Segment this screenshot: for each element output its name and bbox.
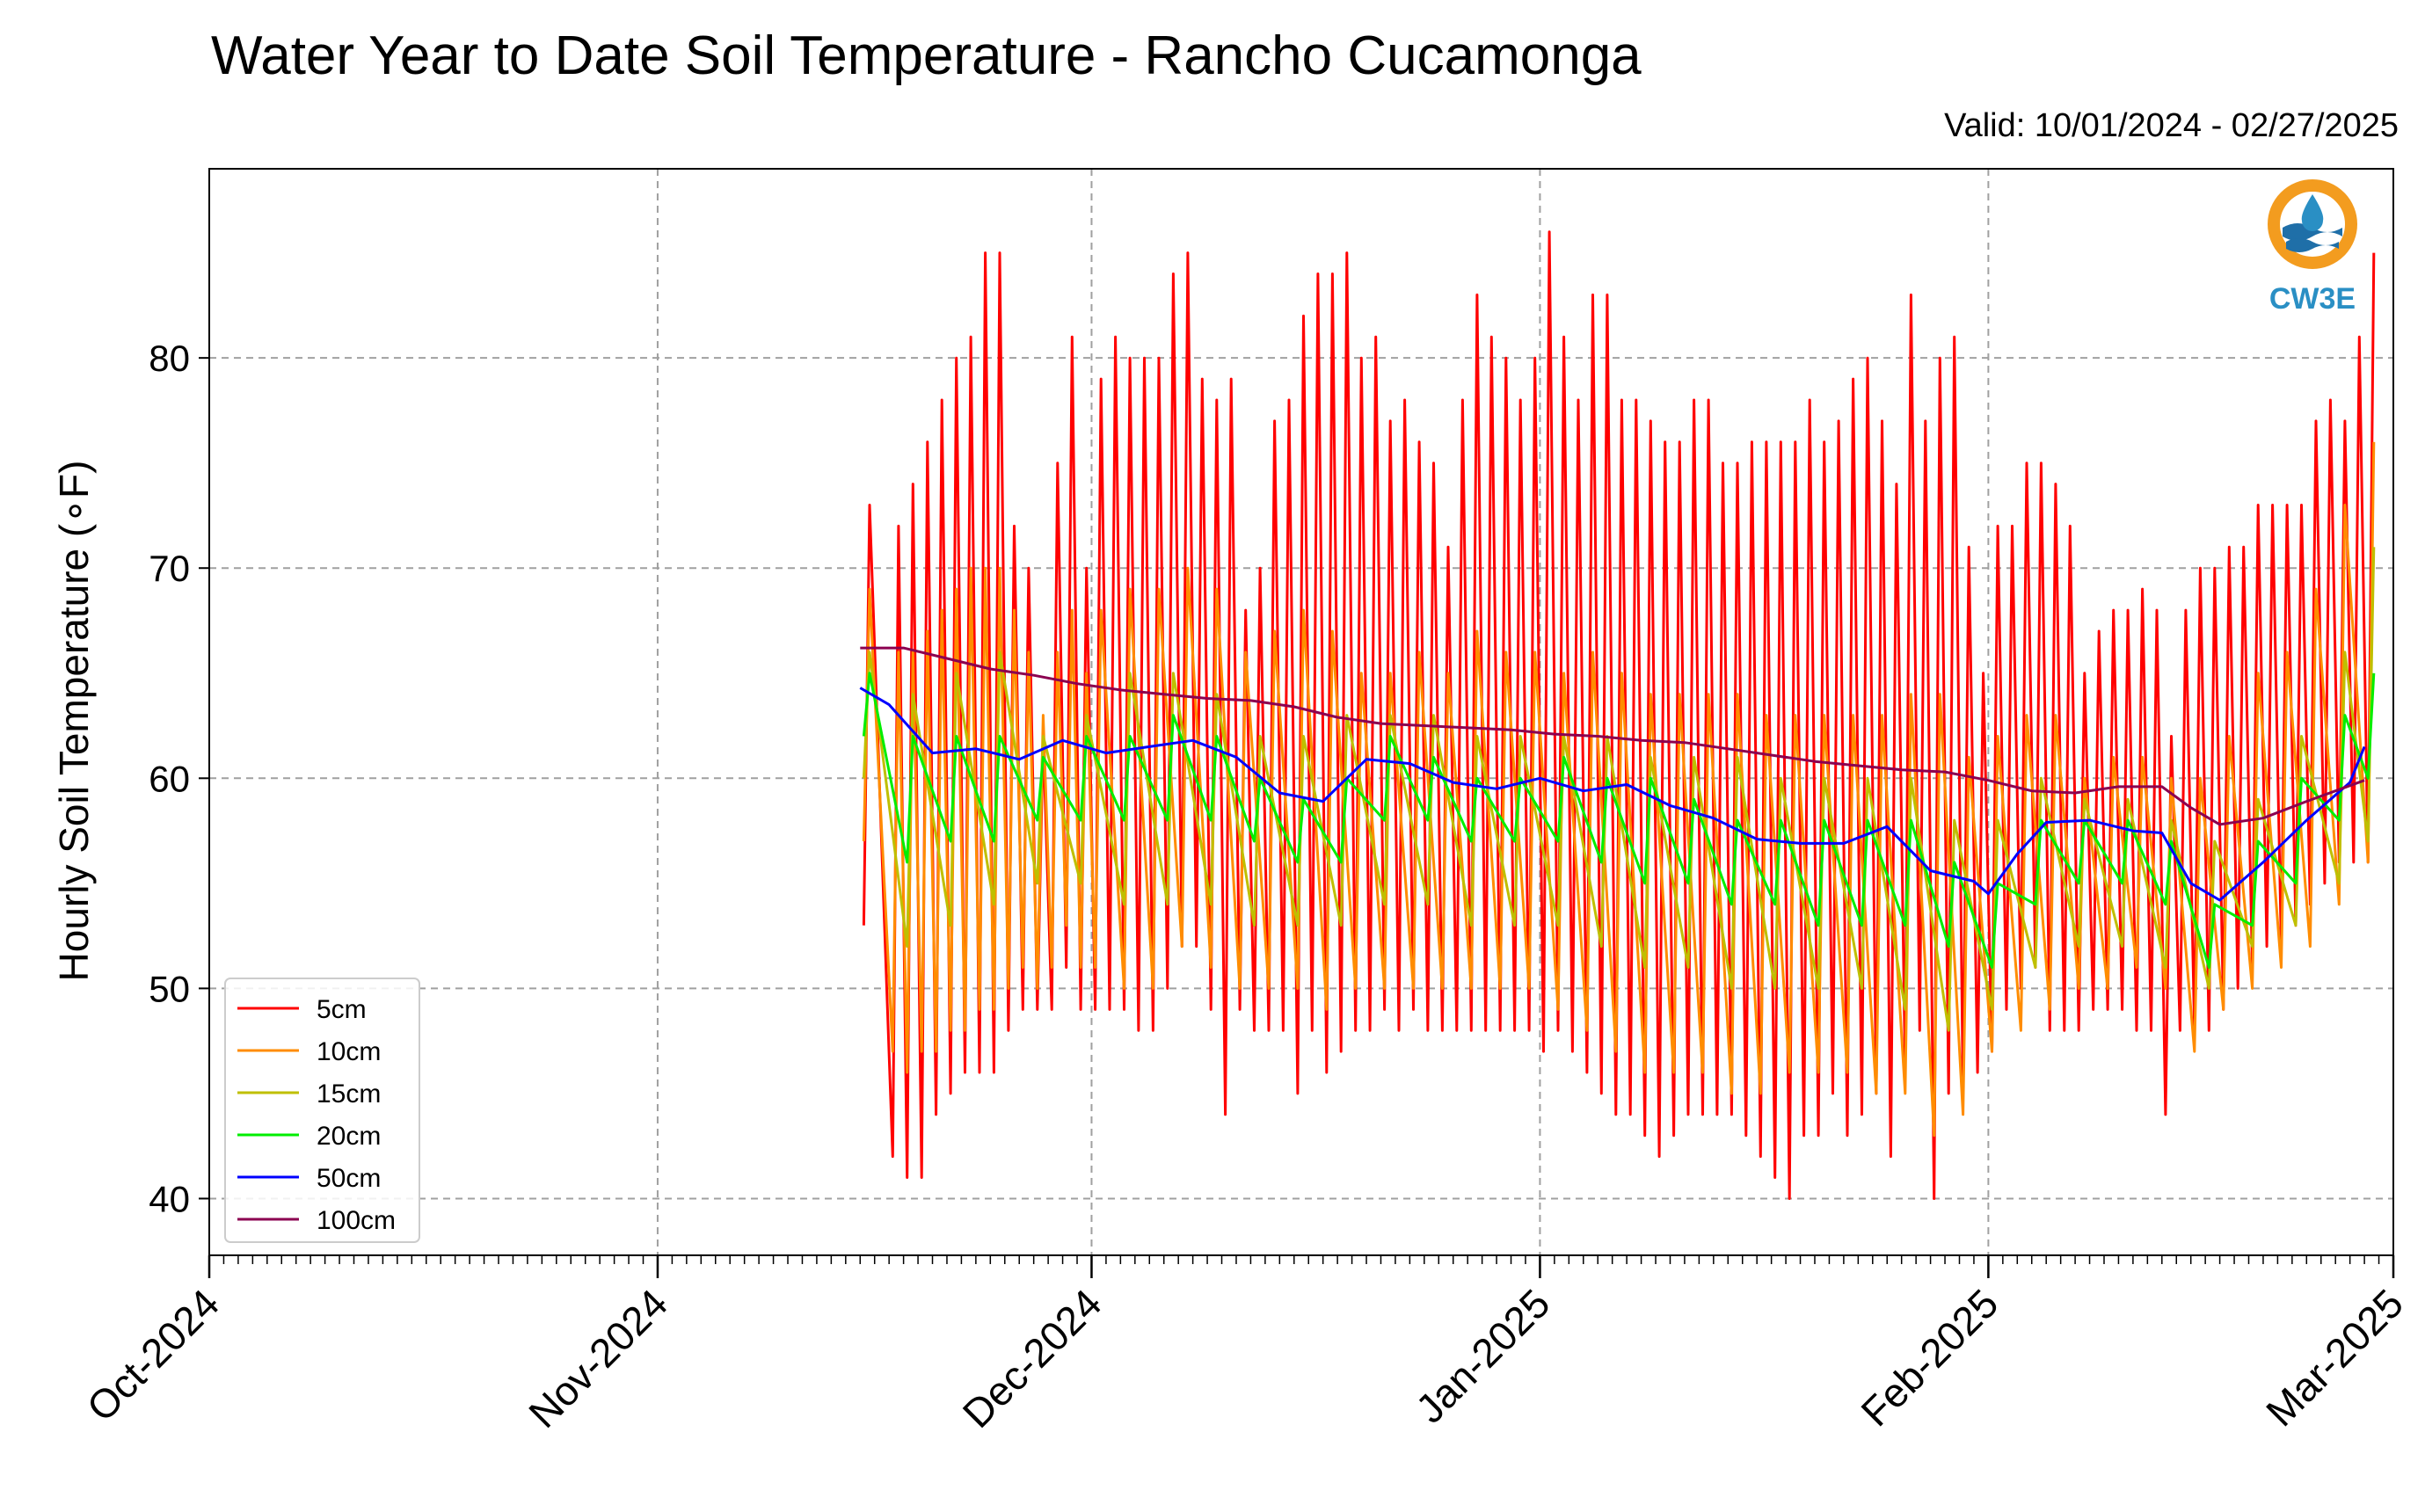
logo-wave-2 bbox=[2286, 238, 2339, 252]
x-tick-label: Oct-2024 bbox=[78, 1280, 229, 1430]
series-line-100cm bbox=[860, 646, 2365, 826]
y-tick-label: 80 bbox=[149, 338, 190, 379]
cw3e-logo: CW3E bbox=[2268, 179, 2357, 316]
legend-label-50cm: 50cm bbox=[317, 1164, 381, 1193]
legend-label-20cm: 20cm bbox=[317, 1122, 381, 1151]
series-line-20cm bbox=[862, 672, 2376, 969]
x-tick-label: Nov-2024 bbox=[520, 1280, 676, 1436]
y-tick-label: 40 bbox=[149, 1178, 190, 1219]
legend: 5cm 10cm 15cm 20cm 50cm 100cm bbox=[224, 978, 420, 1243]
logo-wave-1 bbox=[2283, 223, 2342, 241]
y-tick-label: 60 bbox=[149, 758, 190, 799]
series-line-15cm bbox=[862, 547, 2376, 1032]
legend-label-100cm: 100cm bbox=[317, 1206, 396, 1235]
logo-text: CW3E bbox=[2269, 282, 2356, 316]
valid-date-range: Valid: 10/01/2024 - 02/27/2025 bbox=[1944, 107, 2399, 144]
y-tick-label: 70 bbox=[149, 548, 190, 589]
series-lines bbox=[859, 230, 2376, 1200]
logo-drop-icon bbox=[2301, 194, 2324, 231]
plot-frame bbox=[208, 168, 2394, 1256]
x-tick-label: Feb-2025 bbox=[1852, 1280, 2006, 1435]
chart-title: Water Year to Date Soil Temperature - Ra… bbox=[211, 25, 1642, 86]
y-axis-label: Hourly Soil Temperature (∘F) bbox=[51, 461, 97, 982]
series-line-50cm bbox=[859, 687, 2366, 902]
logo-ring bbox=[2268, 179, 2357, 269]
y-tick-label: 50 bbox=[149, 968, 190, 1009]
legend-label-10cm: 10cm bbox=[317, 1037, 381, 1066]
x-tick-label: Mar-2025 bbox=[2257, 1280, 2412, 1435]
legend-label-15cm: 15cm bbox=[317, 1079, 381, 1109]
legend-label-5cm: 5cm bbox=[317, 995, 367, 1024]
x-tick-label: Dec-2024 bbox=[954, 1280, 1111, 1436]
series-line-5cm bbox=[862, 230, 2376, 1200]
x-tick-label: Jan-2025 bbox=[1407, 1280, 1558, 1431]
